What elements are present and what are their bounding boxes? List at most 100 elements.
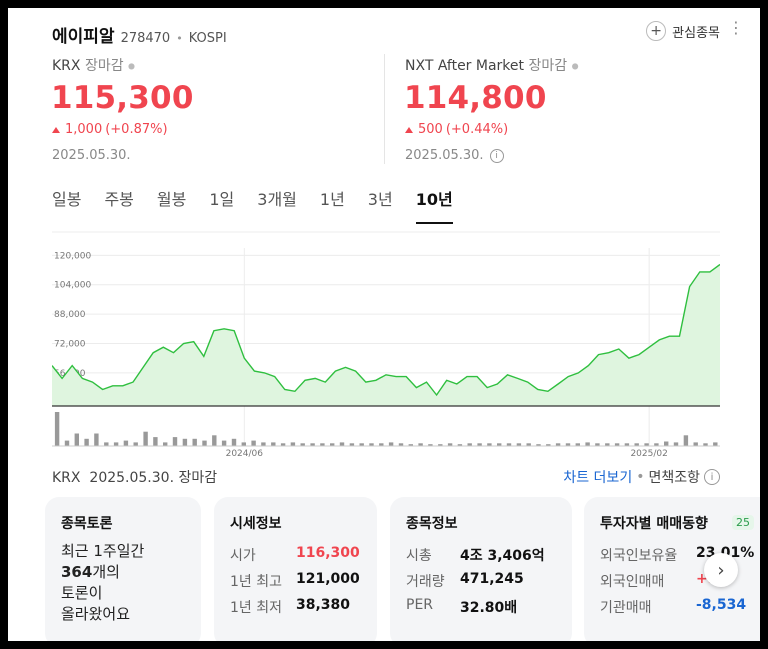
volume-bar xyxy=(54,412,60,446)
volume-bar xyxy=(369,443,374,446)
volume-bar xyxy=(84,438,89,446)
nxt-label: NXT After Market xyxy=(405,58,525,74)
volume-bar xyxy=(280,443,286,446)
y-tick-label: 120,000 xyxy=(54,251,91,261)
info-row-volume: 거래량 471,245 xyxy=(406,571,524,591)
tab-3months[interactable]: 3개월 xyxy=(257,190,297,209)
volume-bar xyxy=(497,443,502,446)
info-key: 거래량 xyxy=(406,574,445,590)
chart-more-link[interactable]: 차트 더보기 xyxy=(563,470,633,486)
title-row: 에이피알 278470 • KOSPI xyxy=(52,22,227,47)
volume-bar xyxy=(172,437,178,446)
krx-status-dot: ● xyxy=(128,61,136,71)
chart-links: 차트 더보기 • 면책조항 i xyxy=(563,467,720,487)
stock-name[interactable]: 에이피알 xyxy=(52,27,115,47)
quote-panel[interactable]: 시세정보 시가 116,300 1년 최고 121,000 1년 최저 38,3… xyxy=(214,497,377,641)
volume-bar xyxy=(202,440,207,446)
volume-bar xyxy=(546,444,551,446)
volume-bar xyxy=(251,440,256,446)
volume-bar xyxy=(271,442,276,446)
krx-status: 장마감 xyxy=(84,58,124,74)
nxt-date-text: 2025.05.30. xyxy=(405,148,484,163)
quote-row-high: 1년 최고 121,000 xyxy=(230,571,360,591)
krx-date: 2025.05.30. xyxy=(52,148,131,163)
nxt-change-pct: (+0.44%) xyxy=(445,122,509,137)
volume-bar xyxy=(290,442,296,446)
volume-bar xyxy=(447,443,453,446)
up-arrow-icon xyxy=(405,126,413,133)
info-value: 4조 3,406억 xyxy=(460,548,545,564)
x-tick-label: 2024/06 xyxy=(226,449,264,458)
volume-bar xyxy=(634,443,639,446)
chart-footer: KRX 2025.05.30. 장마감 차트 더보기 • 면책조항 i xyxy=(52,467,720,487)
volume-bar xyxy=(477,443,482,446)
chart-source: KRX 2025.05.30. 장마감 xyxy=(52,467,217,487)
price-area xyxy=(52,264,720,406)
krx-date-text: 2025.05.30. xyxy=(52,148,131,163)
volume-bar xyxy=(664,441,669,446)
next-arrow-button[interactable]: › xyxy=(704,553,738,587)
krx-label: KRX xyxy=(52,58,81,74)
footer-source: KRX xyxy=(52,470,81,486)
forum-panel[interactable]: 종목토론 최근 1주일간 364개의 토론이 올라왔어요 xyxy=(45,497,201,641)
volume-bar xyxy=(261,442,266,446)
plus-icon: + xyxy=(646,21,667,41)
volume-bar xyxy=(654,443,659,446)
info-row-per: PER 32.80배 xyxy=(406,597,517,617)
info-value: 32.80배 xyxy=(460,600,518,616)
volume-bar xyxy=(526,443,531,446)
y-tick-label: 72,000 xyxy=(54,340,86,350)
forum-line1: 최근 1주일간 xyxy=(61,542,145,560)
footer-date: 2025.05.30. xyxy=(89,470,175,486)
tab-1year[interactable]: 1년 xyxy=(319,190,345,209)
volume-bar xyxy=(565,443,571,446)
volume-bar xyxy=(231,438,237,446)
investor-title: 투자자별 매매동향 xyxy=(600,516,708,532)
info-value: 471,245 xyxy=(460,571,524,587)
volume-bar xyxy=(300,443,305,446)
quote-value: 38,380 xyxy=(296,597,351,613)
quote-key: 1년 최저 xyxy=(230,600,282,616)
krx-change: 1,000 xyxy=(65,122,103,137)
tab-10years[interactable]: 10년 xyxy=(415,186,453,224)
info-key: 시총 xyxy=(406,548,432,564)
tab-3years[interactable]: 3년 xyxy=(367,190,393,209)
krx-change-pct: (+0.87%) xyxy=(105,122,168,137)
tab-monthly[interactable]: 월봉 xyxy=(156,190,187,209)
info-icon[interactable]: i xyxy=(489,148,504,163)
quote-value: 116,300 xyxy=(296,545,360,561)
tab-daily[interactable]: 일봉 xyxy=(52,190,82,209)
volume-bar xyxy=(359,443,364,446)
volume-bar xyxy=(585,442,590,446)
tab-1day[interactable]: 1일 xyxy=(209,190,235,209)
separator-dot: • xyxy=(176,32,183,45)
krx-change-row: 1,000 (+0.87%) xyxy=(52,122,168,137)
disclaimer-link[interactable]: 면책조항 xyxy=(648,470,700,486)
volume-bar xyxy=(339,442,345,446)
forum-summary: 최근 1주일간 364개의 토론이 올라왔어요 xyxy=(61,541,144,625)
info-row-cap: 시총 4조 3,406억 xyxy=(406,545,545,565)
favorite-label: 관심종목 xyxy=(672,25,720,41)
forum-title: 종목토론 xyxy=(61,516,113,532)
volume-bar xyxy=(516,443,522,446)
info-panel[interactable]: 종목정보 시총 4조 3,406억 거래량 471,245 PER 32.80배 xyxy=(390,497,572,641)
y-tick-label: 104,000 xyxy=(54,281,91,291)
quote-row-low: 1년 최저 38,380 xyxy=(230,597,350,617)
volume-bar xyxy=(320,443,325,446)
volume-bar xyxy=(379,443,384,446)
price-chart[interactable]: 120,000104,00088,00072,00056,00040,00020… xyxy=(51,228,721,459)
add-favorite-button[interactable]: + 관심종목 xyxy=(646,21,720,41)
more-options-icon[interactable]: ⋮ xyxy=(728,18,744,37)
volume-bar xyxy=(113,442,119,446)
volume-bar xyxy=(624,443,630,446)
volume-bar xyxy=(349,443,355,446)
stock-card: 에이피알 278470 • KOSPI + 관심종목 ⋮ KRX 장마감 ● 1… xyxy=(8,8,760,641)
investor-row-institution: 기관매매 -8,534 xyxy=(600,597,746,617)
quote-key: 시가 xyxy=(230,548,256,564)
tab-weekly[interactable]: 주봉 xyxy=(104,190,134,209)
up-arrow-icon xyxy=(52,126,60,133)
info-icon[interactable]: i xyxy=(704,469,720,485)
volume-bar xyxy=(575,443,580,446)
volume-bar xyxy=(163,442,168,446)
investor-key: 기관매매 xyxy=(600,600,652,616)
